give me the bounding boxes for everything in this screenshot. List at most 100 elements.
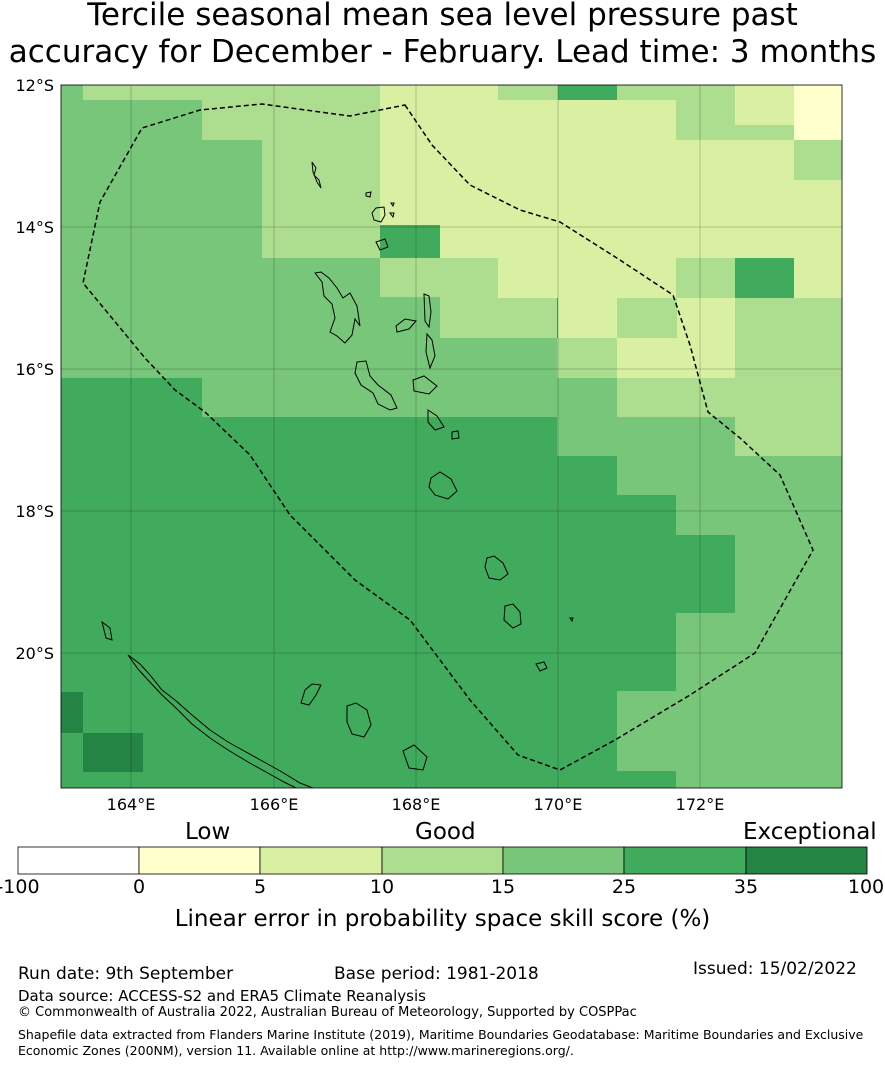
skill-cell <box>794 180 842 298</box>
skill-cell <box>440 338 558 378</box>
island <box>127 654 315 788</box>
skill-cell <box>498 85 558 100</box>
island <box>503 603 522 629</box>
map-title-line-1: Tercile seasonal mean sea level pressure… <box>87 0 798 33</box>
colorbar-tick: 10 <box>369 876 395 898</box>
skill-cell <box>676 456 842 535</box>
colorbar-tick: 35 <box>733 876 759 898</box>
island <box>365 191 372 198</box>
skill-cell <box>83 733 143 772</box>
colorbar-swatch <box>745 846 868 875</box>
skill-cell <box>617 691 842 771</box>
island <box>375 238 389 251</box>
skill-cell <box>735 298 842 456</box>
colorbar-swatch <box>259 846 383 875</box>
skill-cell <box>61 85 83 378</box>
skill-cell <box>262 100 380 258</box>
longitude-label: 166°E <box>250 795 299 814</box>
skill-grid <box>61 85 842 788</box>
island <box>427 409 445 431</box>
longitude-label: 168°E <box>392 795 441 814</box>
colorbar-tick: 100 <box>847 876 885 898</box>
skill-cell <box>677 298 735 338</box>
colorbar-tick: 5 <box>253 876 267 898</box>
skill-cell <box>617 338 735 378</box>
island <box>535 661 548 672</box>
island <box>423 293 432 329</box>
island <box>390 202 395 208</box>
colorbar-tick: 25 <box>611 876 637 898</box>
colorbar <box>17 846 868 875</box>
colorbar-tick: 15 <box>490 876 516 898</box>
island <box>425 332 436 370</box>
island <box>346 702 372 738</box>
latitude-label: 20°S <box>15 644 54 663</box>
skill-cell <box>558 298 617 338</box>
colorbar-category-low: Low <box>185 819 231 845</box>
skill-cell <box>83 85 380 100</box>
skill-cell <box>676 613 842 691</box>
latitude-label: 18°S <box>15 502 54 521</box>
skill-cell <box>380 258 498 297</box>
skill-cell <box>794 140 842 180</box>
island <box>300 683 322 706</box>
island <box>311 161 322 189</box>
skill-cell <box>380 140 438 180</box>
latitude-label: 14°S <box>15 218 54 237</box>
axis-labels: 12°S 14°S 16°S 18°S 20°S 164°E 166°E 168°E 170°E… <box>15 76 724 814</box>
skill-cell <box>676 771 842 788</box>
skill-cell <box>617 297 677 338</box>
island <box>428 471 458 500</box>
skill-cell <box>202 100 262 140</box>
skill-cell <box>557 338 617 378</box>
longitude-label: 164°E <box>107 795 156 814</box>
colorbar-tick: 0 <box>132 876 146 898</box>
colorbar-category-good: Good <box>415 819 476 845</box>
latitude-label: 16°S <box>15 360 54 379</box>
skill-cell <box>676 258 735 298</box>
skill-cell <box>794 85 842 140</box>
longitude-label: 172°E <box>676 795 725 814</box>
colorbar-swatch <box>17 846 140 875</box>
island <box>402 744 428 771</box>
colorbar-swatch <box>381 846 504 875</box>
skill-cell <box>202 140 262 378</box>
skill-cell <box>61 692 83 733</box>
skill-cell <box>440 297 557 338</box>
skill-cell <box>498 258 676 298</box>
colorbar-swatch <box>502 846 625 875</box>
colorbar-category-exceptional: Exceptional <box>743 819 877 845</box>
island <box>389 212 395 219</box>
graticule <box>61 85 842 788</box>
run-date: Run date: 9th September <box>18 964 234 984</box>
colorbar-swatch <box>623 846 747 875</box>
colorbar-tick: -100 <box>0 876 40 898</box>
islands <box>101 161 574 788</box>
island <box>101 620 113 641</box>
island <box>484 555 509 581</box>
colorbar-label: Linear error in probability space skill … <box>174 906 711 932</box>
island <box>395 318 417 333</box>
skill-cell <box>83 100 202 378</box>
island <box>569 617 574 623</box>
skill-cell <box>498 100 558 140</box>
copyright: © Commonwealth of Australia 2022, Austra… <box>18 1005 637 1020</box>
island <box>451 430 460 440</box>
island <box>354 360 398 411</box>
map-title-line-2: accuracy for December - February. Lead t… <box>8 34 877 70</box>
skill-cell <box>202 378 557 417</box>
skill-cell <box>558 100 617 258</box>
map-frame <box>60 84 843 789</box>
skill-cell <box>262 258 380 378</box>
issued-date: Issued: 15/02/2022 <box>693 959 857 979</box>
skill-cell <box>617 100 676 240</box>
base-period: Base period: 1981-2018 <box>334 964 539 984</box>
eez-boundary <box>82 103 814 771</box>
skill-cell <box>735 535 842 613</box>
island <box>371 206 386 223</box>
island <box>412 375 438 395</box>
skill-cell <box>735 85 794 125</box>
longitude-label: 170°E <box>534 795 583 814</box>
latitude-label: 12°S <box>15 76 54 95</box>
skill-cell <box>557 378 617 456</box>
